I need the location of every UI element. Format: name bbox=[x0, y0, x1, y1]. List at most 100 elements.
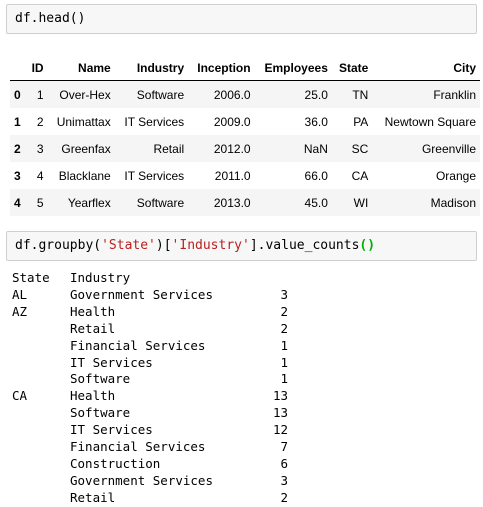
code-parens: () bbox=[359, 238, 376, 253]
output-industry: Government Services bbox=[70, 286, 213, 302]
table-cell: IT Services bbox=[124, 114, 185, 129]
table-cell: Yearflex bbox=[67, 195, 111, 210]
output-row: IT Services 1 bbox=[12, 355, 288, 372]
output-industry: Health bbox=[70, 388, 116, 404]
table-cell: Over-Hex bbox=[59, 87, 111, 102]
column-header: City bbox=[453, 60, 476, 75]
output-row: Retail 2 bbox=[12, 490, 288, 507]
output-state: AL bbox=[12, 286, 28, 302]
output-count: 2 bbox=[280, 489, 288, 505]
output-row: AZ Health 2 bbox=[12, 304, 288, 321]
table-cell: 5 bbox=[36, 195, 44, 210]
table-cell: NaN bbox=[303, 141, 328, 156]
output-industry: Financial Services bbox=[70, 439, 206, 455]
output-row: AL Government Services 3 bbox=[12, 287, 288, 304]
output-count: 6 bbox=[280, 455, 288, 471]
column-header: ID bbox=[31, 60, 44, 75]
table-cell: CA bbox=[351, 168, 369, 183]
output-count: 7 bbox=[280, 439, 288, 455]
table-cell: Greenfax bbox=[61, 141, 111, 156]
row-index: 3 bbox=[14, 168, 21, 183]
output-count: 12 bbox=[272, 422, 288, 438]
dataframe-table: ID Name Industry Inception Employees State Cit… bbox=[10, 55, 480, 216]
table-cell: 45.0 bbox=[304, 195, 328, 210]
table-cell: 3 bbox=[36, 141, 44, 156]
table-row: 3 4 Blacklane IT Services 2011.0 66.0 CA Orange bbox=[10, 162, 480, 189]
table-cell: Unimattax bbox=[56, 114, 111, 129]
table-cell: Madison bbox=[430, 195, 476, 210]
output-row: Software 1 bbox=[12, 371, 288, 388]
table-cell: 2011.0 bbox=[214, 168, 251, 183]
table-cell: 36.0 bbox=[304, 114, 328, 129]
table-cell: Orange bbox=[435, 168, 476, 183]
output-header-state: State bbox=[12, 270, 50, 285]
row-index: 4 bbox=[14, 195, 21, 210]
code-mid: )[ bbox=[155, 238, 172, 253]
code-string-industry: 'Industry' bbox=[171, 238, 250, 253]
table-cell: TN bbox=[352, 87, 369, 102]
code-cell-groupby[interactable]: df.groupby('State')['Industry'].value_co… bbox=[6, 231, 477, 261]
output-industry: Retail bbox=[70, 489, 116, 505]
code-method: ].value_counts bbox=[249, 238, 360, 253]
output-industry: Government Services bbox=[70, 472, 213, 488]
table-cell: Franklin bbox=[433, 87, 476, 102]
output-row: Construction 6 bbox=[12, 456, 288, 473]
output-count: 2 bbox=[280, 303, 288, 319]
table-cell: 2012.0 bbox=[213, 141, 251, 156]
table-cell: 2006.0 bbox=[213, 87, 251, 102]
output-row: Government Services 3 bbox=[12, 473, 288, 490]
output-row: Software 13 bbox=[12, 405, 288, 422]
table-header-row: ID Name Industry Inception Employees State Cit… bbox=[10, 55, 480, 81]
table-cell: Newtown Square bbox=[384, 114, 476, 129]
column-header: Name bbox=[78, 60, 111, 75]
output-state: CA bbox=[12, 388, 28, 404]
code-string-state: 'State' bbox=[101, 238, 156, 253]
table-cell: 1 bbox=[36, 87, 44, 102]
table-cell: IT Services bbox=[124, 168, 185, 183]
output-row: Financial Services 7 bbox=[12, 439, 288, 456]
value-counts-output: State Industry AL Government Services 3 AZ Hea… bbox=[12, 270, 288, 507]
output-industry: IT Services bbox=[70, 354, 153, 370]
output-count: 13 bbox=[272, 405, 288, 421]
column-header: Employees bbox=[264, 60, 328, 75]
output-row: IT Services 12 bbox=[12, 422, 288, 439]
output-industry: Software bbox=[70, 405, 131, 421]
output-industry: Software bbox=[70, 371, 131, 387]
output-count: 3 bbox=[280, 472, 288, 488]
table-cell: 66.0 bbox=[304, 168, 328, 183]
output-industry: Retail bbox=[70, 320, 116, 336]
table-cell: 25.0 bbox=[304, 87, 328, 102]
table-row: 4 5 Yearflex Software 2013.0 45.0 WI Madison bbox=[10, 189, 480, 216]
output-header: State Industry bbox=[12, 270, 288, 287]
output-row: CA Health 13 bbox=[12, 388, 288, 405]
table-cell: 4 bbox=[36, 168, 44, 183]
column-header: Inception bbox=[197, 60, 251, 75]
table-cell: Software bbox=[136, 87, 185, 102]
index-header bbox=[10, 55, 26, 81]
code-prefix: df.groupby( bbox=[15, 238, 102, 253]
output-state: AZ bbox=[12, 303, 28, 319]
table-row: 2 3 Greenfax Retail 2012.0 NaN SC Greenville bbox=[10, 135, 480, 162]
output-count: 2 bbox=[280, 320, 288, 336]
row-index: 0 bbox=[14, 87, 21, 102]
table-cell: Blacklane bbox=[58, 168, 111, 183]
column-header: Industry bbox=[136, 60, 185, 75]
table-cell: SC bbox=[351, 141, 369, 156]
table-cell: 2013.0 bbox=[213, 195, 251, 210]
table-row: 1 2 Unimattax IT Services 2009.0 36.0 PA Newtow… bbox=[10, 108, 480, 135]
table-row: 0 1 Over-Hex Software 2006.0 25.0 TN Franklin bbox=[10, 80, 480, 108]
output-industry: IT Services bbox=[70, 422, 153, 438]
output-count: 1 bbox=[280, 337, 288, 353]
output-header-industry: Industry bbox=[70, 270, 131, 285]
output-row: Retail 2 bbox=[12, 321, 288, 338]
output-industry: Financial Services bbox=[70, 337, 206, 353]
table-cell: 2009.0 bbox=[213, 114, 251, 129]
row-index: 1 bbox=[14, 114, 21, 129]
table-cell: PA bbox=[353, 114, 369, 129]
table-cell: Greenville bbox=[421, 141, 476, 156]
code-cell-head[interactable]: df.head() bbox=[6, 4, 477, 34]
output-row: Financial Services 1 bbox=[12, 338, 288, 355]
output-count: 1 bbox=[280, 354, 288, 370]
output-industry: Construction bbox=[70, 455, 161, 471]
output-industry: Health bbox=[70, 303, 116, 319]
